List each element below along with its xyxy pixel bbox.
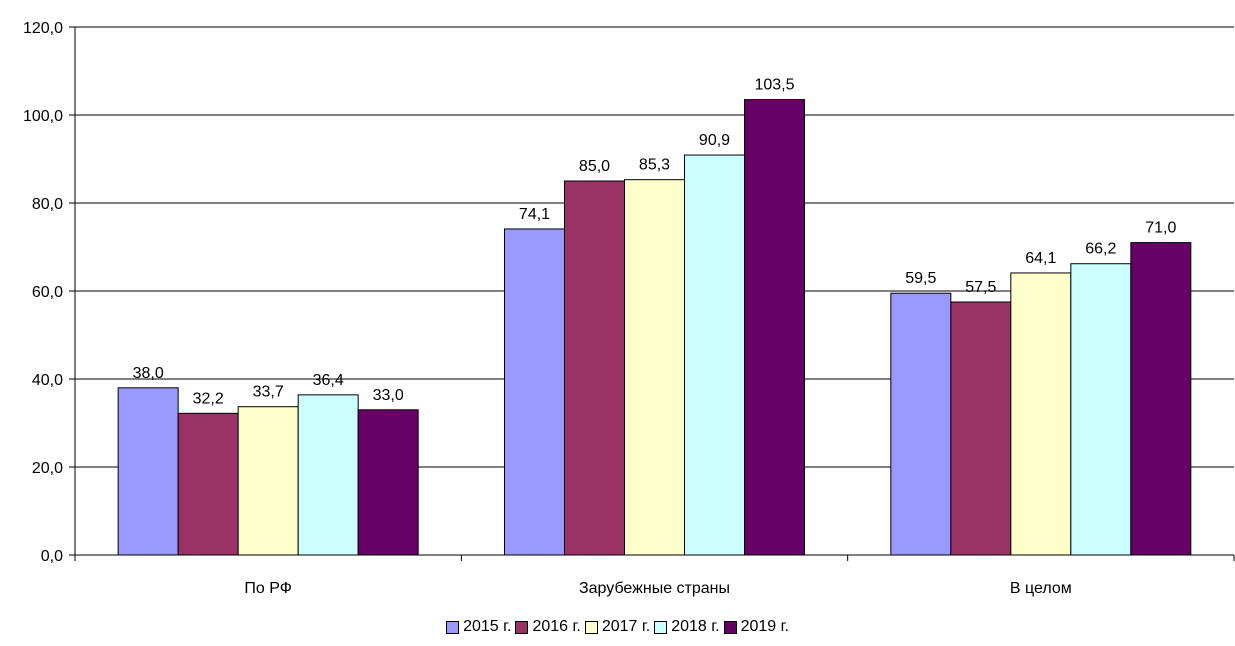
chart-legend: 2015 г. 2016 г. 2017 г. 2018 г. 2019 г.: [0, 618, 1235, 639]
data-label: 85,3: [639, 157, 670, 174]
legend-label: 2017 г.: [601, 618, 651, 635]
bar: [357, 409, 419, 556]
y-tick-label: 80,0: [32, 196, 63, 213]
legend-swatch: [723, 620, 737, 634]
y-tick-label: 100,0: [23, 108, 63, 125]
data-label: 57,5: [965, 279, 996, 296]
y-tick-label: 20,0: [32, 460, 63, 477]
bar: [950, 301, 1012, 556]
y-tick-label: 0,0: [41, 548, 63, 565]
legend-label: 2016 г.: [532, 618, 581, 635]
legend-label: 2018 г.: [671, 618, 720, 635]
bar: [684, 154, 745, 556]
x-tick-label: По РФ: [244, 580, 292, 597]
y-tick-label: 60,0: [32, 284, 63, 301]
bar: [1070, 263, 1132, 556]
legend-swatch: [654, 620, 668, 634]
bar-chart: 0,0 20,0 40,0 60,0 80,0 100,0 120,0 38,0 32,2 33,…: [23, 20, 1235, 597]
bar: [177, 412, 239, 556]
bar: [890, 292, 952, 556]
bar: [504, 228, 565, 556]
bar: [564, 180, 625, 556]
y-tick-label: 120,0: [23, 20, 63, 37]
x-tick-label: В целом: [1010, 580, 1072, 597]
bar: [624, 179, 685, 556]
data-label: 33,0: [373, 387, 404, 404]
data-label: 32,2: [193, 390, 224, 407]
legend-label: 2019 г.: [740, 618, 789, 635]
legend-item: 2018 г.: [654, 618, 720, 636]
bar: [117, 387, 179, 556]
legend-swatch: [515, 620, 529, 634]
data-label: 103,5: [754, 77, 794, 94]
legend-item: 2015 г.: [446, 618, 511, 636]
legend-swatch: [584, 620, 598, 634]
legend-item: 2019 г.: [723, 618, 789, 636]
data-label: 64,1: [1025, 250, 1056, 267]
data-label: 90,9: [699, 132, 730, 149]
data-label: 33,7: [253, 384, 284, 401]
bar: [1130, 242, 1192, 556]
x-tick-label: Зарубежные страны: [579, 580, 730, 597]
data-label: 36,4: [313, 372, 344, 389]
legend-swatch: [446, 620, 460, 634]
legend-item: 2016 г.: [515, 618, 581, 636]
data-label: 66,2: [1085, 241, 1116, 258]
data-label: 38,0: [133, 365, 164, 382]
bar: [237, 406, 299, 556]
y-tick-label: 40,0: [32, 372, 63, 389]
legend-label: 2015 г.: [463, 618, 512, 635]
data-label: 59,5: [905, 270, 936, 287]
bar: [1010, 272, 1072, 556]
legend-item: 2017 г.: [584, 618, 651, 636]
data-label: 71,0: [1145, 220, 1176, 237]
data-label: 85,0: [579, 158, 610, 175]
data-label: 74,1: [519, 206, 550, 223]
bar: [744, 99, 805, 556]
bar: [297, 394, 359, 556]
